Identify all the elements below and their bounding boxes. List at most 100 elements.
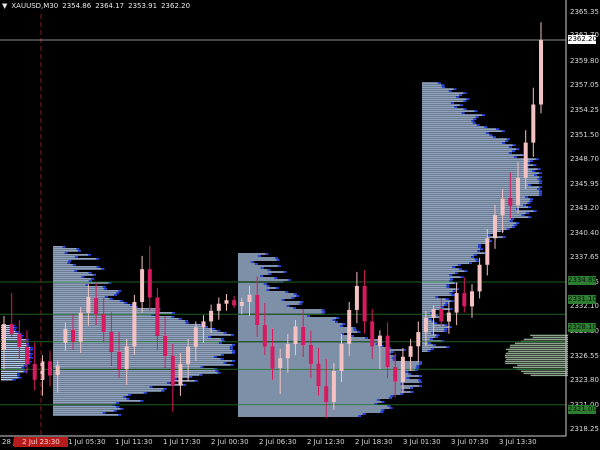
level-tag-4: 2321.00 <box>568 405 597 414</box>
profile-bar-edge <box>64 252 68 254</box>
candle-body <box>78 312 83 342</box>
profile-bar-edge <box>525 212 529 214</box>
profile-bar-edge <box>178 318 182 320</box>
profile-bar-edge <box>511 226 515 228</box>
profile-bar <box>1 377 22 379</box>
profile-bar-edge <box>381 409 385 411</box>
profile-bar-edge <box>430 332 434 334</box>
profile-bar-edge <box>350 335 354 337</box>
profile-bar <box>422 312 434 314</box>
profile-bar <box>422 222 520 224</box>
candle <box>239 298 244 315</box>
dropdown-triangle-icon[interactable]: ▼ <box>2 2 8 10</box>
candle <box>132 294 137 356</box>
profile-bar <box>53 248 80 250</box>
profile-bar <box>53 332 227 334</box>
profile-bar-edge <box>457 264 461 266</box>
candle-body <box>493 215 497 239</box>
profile-bar-edge <box>449 292 453 294</box>
profile-bar-edge <box>537 168 541 170</box>
candle <box>377 330 382 370</box>
profile-bar <box>1 343 29 345</box>
profile-bar <box>238 287 279 289</box>
profile-bar-edge <box>128 394 131 396</box>
profile-bar-edge <box>140 400 144 402</box>
profile-bar-edge <box>432 344 436 346</box>
profile-bar <box>53 374 203 376</box>
profile-bar <box>422 202 531 204</box>
profile-bar <box>238 415 362 417</box>
candle-body <box>255 294 260 325</box>
profile-bar-edge <box>427 350 431 352</box>
profile-bar <box>422 164 537 166</box>
profile-bar <box>238 333 345 335</box>
profile-bar <box>422 304 448 306</box>
candle <box>347 302 352 356</box>
profile-bar-edge <box>189 376 193 378</box>
profile-bar <box>238 285 270 287</box>
profile-bar-edge <box>119 300 123 302</box>
profile-bar <box>238 321 338 323</box>
candle <box>124 339 129 386</box>
candle <box>516 162 520 214</box>
profile-bar <box>422 302 449 304</box>
profile-bar-edge <box>254 263 258 265</box>
profile-bar <box>422 130 505 132</box>
profile-bar <box>514 342 568 345</box>
profile-bar-edge <box>501 130 505 132</box>
profile-bar <box>422 248 483 250</box>
candle-body <box>209 310 214 322</box>
profile-bar-edge <box>353 329 357 331</box>
profile-bar <box>238 355 397 357</box>
candle <box>385 322 390 379</box>
candle <box>86 284 91 326</box>
profile-bar <box>1 337 23 339</box>
candle-body <box>239 302 244 306</box>
profile-bar <box>53 338 224 340</box>
volume-profile <box>422 82 542 352</box>
profile-bar <box>238 403 378 405</box>
candle-body <box>408 346 413 357</box>
profile-bar <box>1 345 30 347</box>
profile-bar-edge <box>430 348 434 350</box>
profile-bar-edge <box>285 291 289 293</box>
profile-bar <box>53 282 112 284</box>
candle-body <box>462 293 467 307</box>
profile-bar-edge <box>163 388 167 390</box>
profile-bar <box>238 411 384 413</box>
profile-bar-edge <box>406 377 410 379</box>
profile-bar <box>53 256 78 258</box>
profile-bar <box>422 348 434 350</box>
candle-body <box>147 269 152 298</box>
profile-bar-edge <box>96 266 100 268</box>
profile-bar-edge <box>118 414 122 416</box>
profile-bar-edge <box>419 363 422 365</box>
profile-bar-edge <box>484 126 488 128</box>
profile-bar <box>238 265 281 267</box>
profile-bar-edge <box>267 269 271 271</box>
profile-bar <box>53 330 221 332</box>
profile-bar <box>238 407 393 409</box>
profile-bar <box>422 88 457 90</box>
candle-body <box>155 297 160 336</box>
profile-bar <box>422 140 509 142</box>
profile-bar <box>422 170 535 172</box>
price-tick-label: 2359.80 <box>570 57 599 66</box>
profile-bar <box>422 138 510 140</box>
profile-bar-edge <box>391 357 395 359</box>
candle <box>308 330 313 379</box>
profile-bar-edge <box>28 361 32 363</box>
candle-body <box>124 346 129 370</box>
profile-bar <box>238 309 325 311</box>
profile-bar-edge <box>476 124 480 126</box>
profile-bar <box>422 280 453 282</box>
profile-bar-edge <box>512 144 516 146</box>
profile-bar-edge <box>471 120 475 122</box>
profile-bar-edge <box>474 258 478 260</box>
profile-bar-edge <box>408 373 412 375</box>
profile-bar-edge <box>166 382 170 384</box>
profile-bar <box>1 373 20 375</box>
profile-bar <box>422 308 453 310</box>
